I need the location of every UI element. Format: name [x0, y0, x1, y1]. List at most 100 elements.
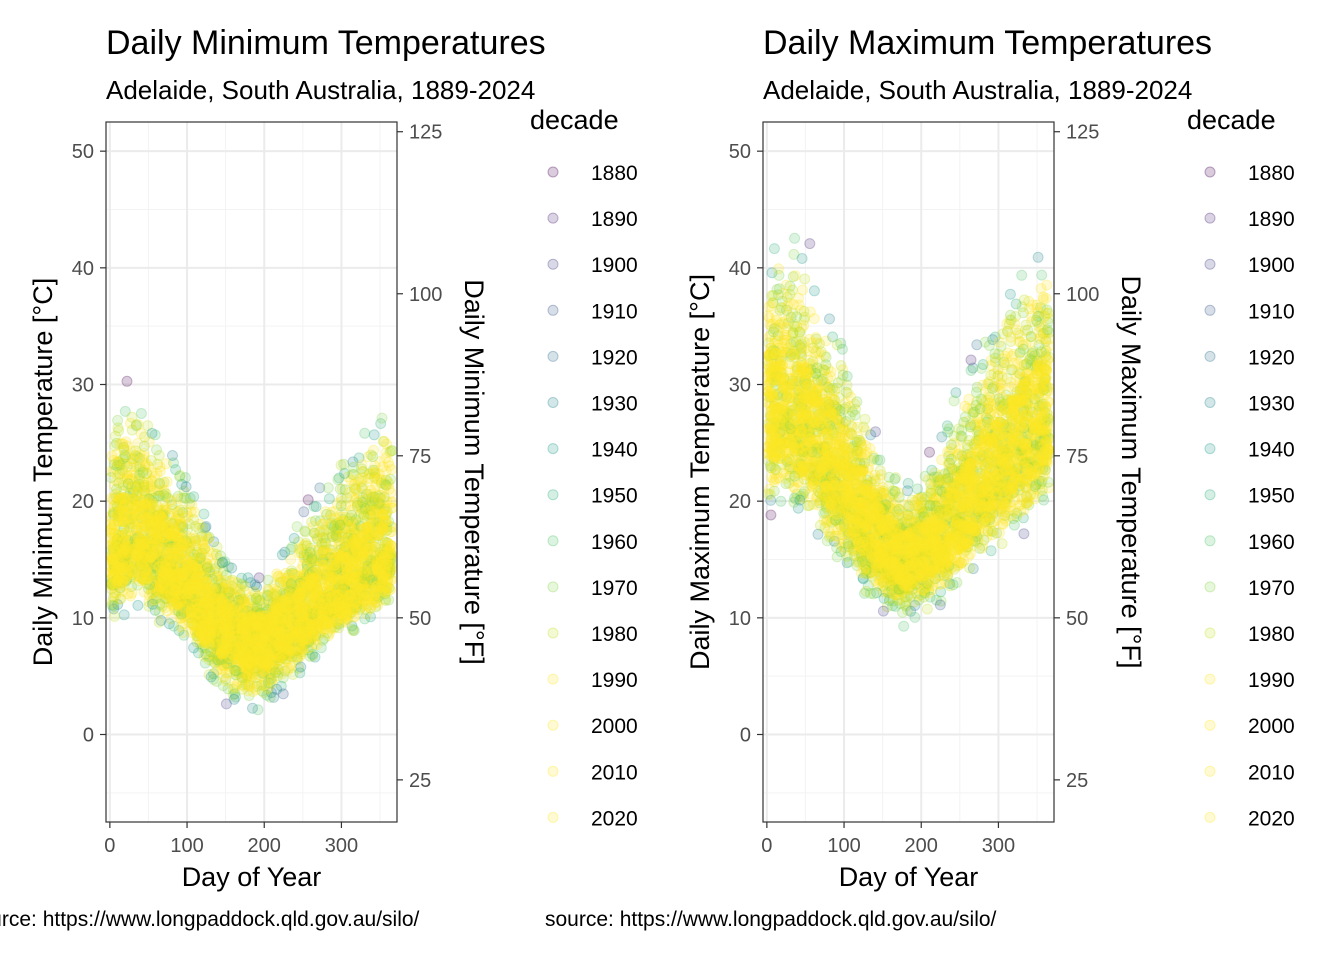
- data-point: [335, 555, 347, 567]
- data-point: [307, 612, 318, 624]
- data-point: [330, 593, 342, 605]
- data-point: [209, 623, 221, 635]
- data-point: [124, 547, 136, 559]
- data-point: [309, 572, 321, 584]
- data-point: [356, 571, 368, 582]
- data-point: [362, 451, 374, 463]
- data-point: [281, 602, 293, 614]
- data-point: [182, 580, 194, 592]
- data-point: [309, 600, 321, 612]
- data-point: [370, 494, 382, 506]
- data-point: [210, 548, 222, 560]
- data-point: [246, 613, 258, 625]
- data-point: [294, 667, 306, 679]
- data-point: [331, 588, 343, 600]
- data-point: [381, 581, 393, 593]
- data-point: [351, 552, 363, 563]
- data-point: [324, 551, 336, 562]
- data-point: [192, 615, 204, 627]
- data-point: [195, 549, 207, 560]
- data-point: [176, 595, 187, 607]
- data-point: [266, 623, 278, 634]
- data-point: [310, 501, 322, 513]
- data-point: [359, 569, 371, 581]
- data-point: [141, 560, 153, 572]
- y-right-tick-label: 50: [409, 608, 431, 630]
- data-point: [789, 232, 801, 244]
- data-point: [327, 599, 339, 611]
- data-point: [118, 556, 130, 567]
- data-point: [356, 545, 368, 557]
- data-point: [218, 671, 230, 683]
- data-point: [339, 582, 351, 594]
- data-point: [177, 601, 189, 613]
- data-point: [370, 516, 382, 528]
- legend-key-marker: [547, 535, 559, 547]
- data-point: [284, 633, 296, 645]
- data-point: [331, 552, 343, 563]
- y-tick-label: 10: [72, 608, 94, 630]
- data-point: [276, 643, 288, 655]
- data-point: [115, 497, 127, 509]
- data-point: [270, 616, 282, 628]
- data-point: [118, 492, 130, 504]
- data-point: [205, 590, 217, 602]
- data-point: [286, 644, 298, 656]
- data-point: [342, 542, 354, 554]
- data-point: [134, 497, 146, 509]
- data-point: [154, 532, 165, 544]
- legend-key-marker: [547, 673, 559, 685]
- data-point: [135, 556, 147, 568]
- data-point: [371, 560, 383, 572]
- data-point: [141, 545, 152, 557]
- data-point: [334, 519, 346, 531]
- data-point: [301, 554, 313, 566]
- data-point: [355, 579, 366, 591]
- legend-label: 1980: [591, 623, 638, 646]
- x-tick-label: 100: [170, 835, 203, 857]
- data-point: [113, 477, 125, 489]
- data-point: [304, 650, 316, 662]
- data-point: [226, 562, 238, 574]
- data-point: [254, 594, 266, 606]
- data-point: [340, 500, 352, 512]
- data-point: [189, 506, 201, 518]
- y-right-tick-label: 25: [409, 770, 431, 792]
- data-point: [285, 588, 297, 600]
- data-point: [181, 564, 193, 576]
- data-point: [273, 621, 285, 633]
- data-point: [279, 665, 291, 677]
- data-point: [269, 602, 281, 614]
- legend-key-marker: [547, 397, 559, 408]
- data-point: [365, 561, 377, 573]
- data-point: [162, 526, 173, 538]
- data-point: [174, 537, 185, 548]
- data-point: [141, 468, 153, 480]
- data-point: [183, 617, 195, 629]
- data-point: [250, 668, 262, 680]
- data-point: [121, 450, 133, 462]
- data-point: [205, 671, 217, 683]
- data-point: [198, 602, 210, 614]
- data-point: [226, 642, 238, 654]
- y-axis-label: Daily Minimum Temperature [°C]: [28, 278, 58, 666]
- data-point: [155, 565, 167, 577]
- data-point: [285, 604, 297, 616]
- legend-key-marker: [547, 811, 559, 823]
- data-point: [261, 627, 273, 639]
- data-point: [379, 549, 391, 561]
- data-point: [153, 485, 164, 497]
- data-point: [186, 562, 198, 574]
- data-point: [287, 591, 299, 602]
- data-point: [158, 487, 170, 499]
- data-point: [213, 595, 225, 607]
- data-point: [339, 511, 351, 523]
- data-point: [158, 522, 170, 534]
- data-point: [337, 514, 349, 525]
- data-point: [293, 617, 305, 629]
- data-point: [304, 604, 316, 616]
- data-point: [378, 509, 390, 521]
- data-point: [288, 622, 300, 634]
- data-point: [272, 649, 284, 661]
- data-point: [262, 647, 274, 659]
